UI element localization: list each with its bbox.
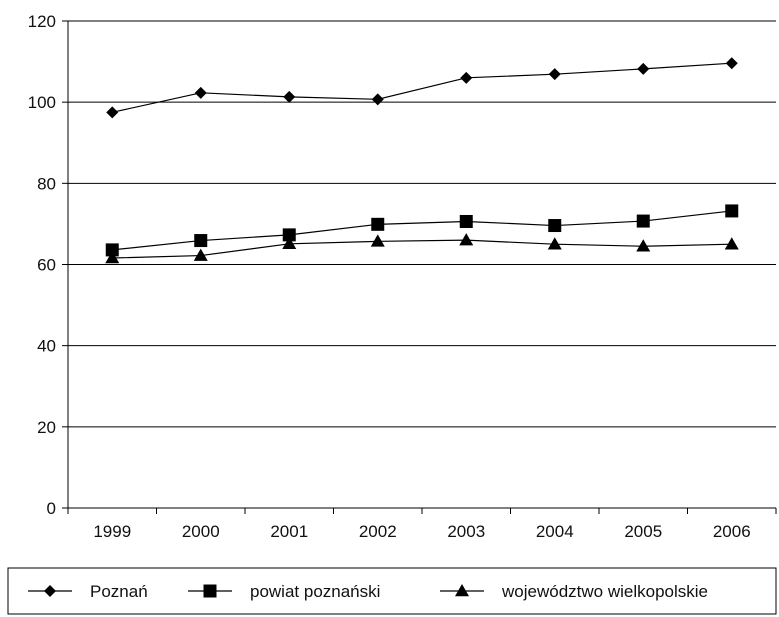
series-line (112, 239, 732, 259)
data-point-square (636, 214, 650, 228)
series-1 (105, 204, 739, 257)
data-point-diamond (371, 93, 384, 106)
x-tick-label: 2002 (359, 522, 397, 541)
data-point-diamond (106, 106, 119, 119)
y-axis-ticks: 0 20 40 60 80 100 120 (28, 12, 68, 518)
series-line (112, 210, 732, 251)
y-tick-label: 80 (37, 174, 56, 193)
legend-label: Poznań (90, 582, 148, 601)
data-point-square (371, 217, 385, 231)
data-point-triangle (193, 248, 208, 261)
y-tick-label: 20 (37, 418, 56, 437)
data-point-square (194, 234, 208, 248)
data-point-diamond (548, 68, 561, 81)
legend-marker-diamond (44, 585, 56, 597)
y-tick-label: 0 (47, 499, 56, 518)
legend-marker-square (203, 584, 217, 598)
y-tick-label: 120 (28, 12, 56, 31)
x-tick-label: 2000 (182, 522, 220, 541)
data-point-triangle (459, 233, 474, 246)
data-point-diamond (283, 90, 296, 103)
y-tick-label: 100 (28, 93, 56, 112)
data-point-diamond (194, 86, 207, 99)
x-tick-label: 2003 (447, 522, 485, 541)
legend-marker-triangle (455, 584, 469, 597)
legend-item-0: Poznań (28, 582, 148, 601)
legend-label: powiat poznański (250, 582, 380, 601)
legend-item-1: powiat poznański (188, 582, 380, 601)
series-group (105, 57, 739, 264)
series-2 (105, 233, 739, 264)
series-0 (106, 57, 738, 119)
grid-lines (68, 20, 776, 428)
x-tick-label: 2004 (536, 522, 574, 541)
legend-label: województwo wielkopolskie (501, 582, 708, 601)
data-point-diamond (460, 71, 473, 84)
x-tick-label: 2006 (713, 522, 751, 541)
data-point-triangle (724, 237, 739, 250)
legend-frame (7, 567, 777, 615)
x-tick-label: 2005 (624, 522, 662, 541)
data-point-square (105, 243, 119, 257)
data-point-triangle (370, 234, 385, 247)
x-tick-label: 1999 (93, 522, 131, 541)
data-point-diamond (725, 57, 738, 70)
legend: Poznań powiat poznański województwo wielko… (7, 567, 777, 615)
data-point-triangle (282, 236, 297, 250)
legend-item-2: województwo wielkopolskie (440, 582, 708, 601)
y-tick-label: 40 (37, 337, 56, 356)
data-point-triangle (547, 237, 562, 250)
data-point-square (459, 214, 473, 228)
x-tick-label: 2001 (270, 522, 308, 541)
data-point-square (725, 204, 739, 218)
data-point-triangle (636, 239, 651, 252)
y-tick-label: 60 (37, 256, 56, 275)
data-point-square (548, 219, 562, 233)
data-point-square (282, 228, 296, 242)
data-point-diamond (637, 62, 650, 75)
data-point-triangle (105, 251, 120, 264)
series-line (112, 62, 732, 113)
x-axis-ticks: 1999 2000 2001 2002 2003 2004 2005 2006 (67, 508, 777, 541)
